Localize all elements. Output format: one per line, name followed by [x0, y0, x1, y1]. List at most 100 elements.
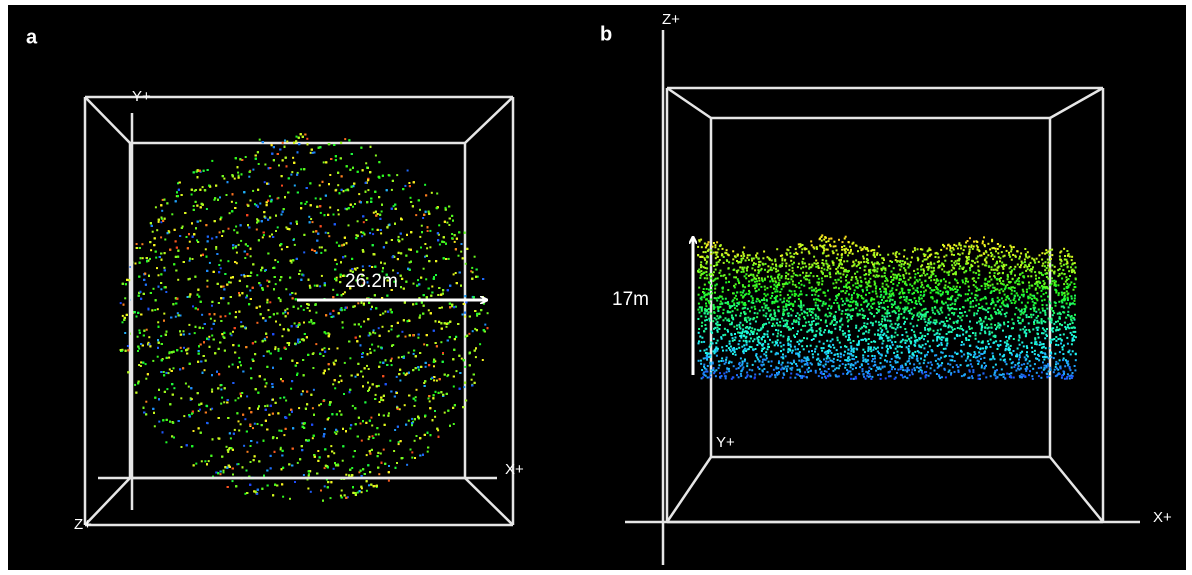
- point: [332, 467, 335, 470]
- point: [408, 261, 411, 264]
- point: [362, 250, 365, 253]
- point: [134, 262, 137, 265]
- point: [407, 371, 410, 374]
- point: [200, 360, 203, 363]
- point: [253, 455, 256, 458]
- point: [410, 260, 412, 263]
- point: [412, 420, 415, 423]
- point: [324, 194, 327, 197]
- point: [442, 393, 445, 396]
- point: [201, 253, 204, 256]
- point: [343, 274, 346, 277]
- point: [394, 203, 397, 206]
- point: [271, 233, 273, 236]
- point: [375, 385, 378, 388]
- point: [345, 430, 347, 433]
- point: [180, 350, 183, 353]
- point: [380, 399, 383, 401]
- point: [356, 170, 359, 173]
- point: [333, 223, 336, 226]
- point: [249, 275, 252, 277]
- point: [264, 163, 267, 166]
- point: [211, 438, 214, 441]
- point: [374, 210, 377, 213]
- point: [188, 295, 191, 298]
- point: [196, 176, 199, 179]
- point: [162, 371, 165, 373]
- point: [453, 234, 456, 237]
- point: [160, 282, 163, 284]
- point: [313, 284, 316, 287]
- point: [482, 278, 485, 280]
- point: [310, 393, 313, 396]
- point: [266, 182, 269, 185]
- point: [312, 367, 315, 369]
- point: [434, 410, 436, 412]
- point: [407, 248, 410, 251]
- point: [438, 378, 441, 381]
- point: [476, 275, 479, 278]
- point: [171, 435, 174, 438]
- point: [378, 413, 380, 416]
- point: [299, 269, 302, 272]
- point: [406, 320, 409, 323]
- point: [232, 244, 235, 247]
- point: [417, 366, 420, 369]
- point: [255, 228, 258, 231]
- point: [262, 355, 265, 357]
- point: [420, 246, 422, 249]
- point: [232, 473, 234, 476]
- point: [163, 390, 166, 393]
- point: [407, 351, 410, 354]
- point: [237, 174, 240, 177]
- point: [354, 203, 356, 205]
- point: [340, 413, 343, 416]
- point: [186, 296, 189, 298]
- point: [276, 437, 278, 440]
- point: [243, 273, 245, 276]
- point: [429, 312, 432, 315]
- point: [194, 189, 197, 191]
- point: [199, 206, 202, 209]
- point: [332, 288, 335, 291]
- point: [351, 474, 354, 477]
- point: [211, 237, 214, 240]
- point: [259, 202, 262, 205]
- point: [424, 210, 427, 213]
- point: [337, 213, 340, 216]
- point: [436, 192, 439, 195]
- point: [416, 250, 419, 253]
- point: [320, 403, 322, 406]
- point: [194, 200, 197, 203]
- point: [267, 199, 270, 202]
- point: [284, 309, 287, 312]
- point: [231, 276, 234, 279]
- point: [327, 481, 330, 484]
- point: [279, 244, 282, 247]
- point: [197, 241, 200, 243]
- point: [451, 237, 454, 240]
- point: [424, 183, 427, 186]
- point: [306, 143, 309, 146]
- point: [297, 340, 300, 343]
- point: [405, 254, 408, 257]
- point: [417, 417, 420, 420]
- point: [280, 248, 283, 251]
- point: [407, 267, 410, 270]
- point: [421, 231, 423, 234]
- point: [301, 449, 304, 452]
- point: [367, 177, 370, 180]
- point: [356, 234, 359, 237]
- point: [366, 166, 369, 169]
- point: [327, 417, 330, 419]
- point: [166, 232, 169, 235]
- point: [361, 356, 364, 358]
- point: [441, 360, 444, 363]
- point: [341, 244, 344, 247]
- point: [308, 321, 311, 324]
- point: [188, 240, 191, 243]
- point: [264, 216, 267, 219]
- point: [145, 257, 148, 259]
- point: [145, 413, 148, 416]
